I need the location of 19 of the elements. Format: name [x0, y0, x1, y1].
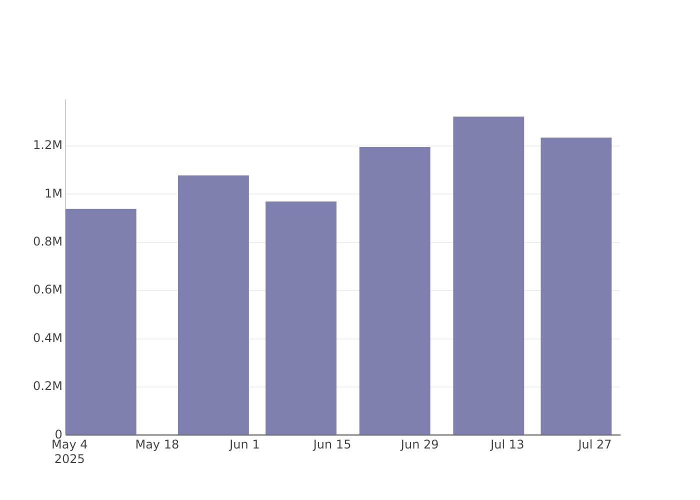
x-tick-label: Jun 1: [228, 438, 260, 452]
y-tick-label: 0.4M: [33, 330, 62, 345]
x-tick-label: Jul 27: [577, 438, 612, 452]
x-tick-label: May 18: [135, 438, 180, 452]
x-tick-label: Jun 15: [312, 438, 352, 452]
bar: [453, 116, 524, 435]
x-tick-label: May 4 2025: [51, 438, 88, 466]
x-tick-label: Jul 13: [490, 438, 524, 452]
y-tick-label: 0.6M: [33, 282, 62, 297]
x-tick-label: Jun 29: [400, 438, 439, 452]
y-tick-label: 1M: [44, 186, 62, 200]
bar: [540, 138, 612, 435]
y-tick-label: 0.8M: [33, 234, 62, 249]
bar: [65, 208, 136, 435]
y-tick-label: 0.2M: [33, 379, 62, 394]
y-tick-label: 1.2M: [33, 138, 62, 152]
bar: [359, 146, 430, 435]
bar: [266, 201, 336, 435]
bar: [178, 175, 249, 435]
